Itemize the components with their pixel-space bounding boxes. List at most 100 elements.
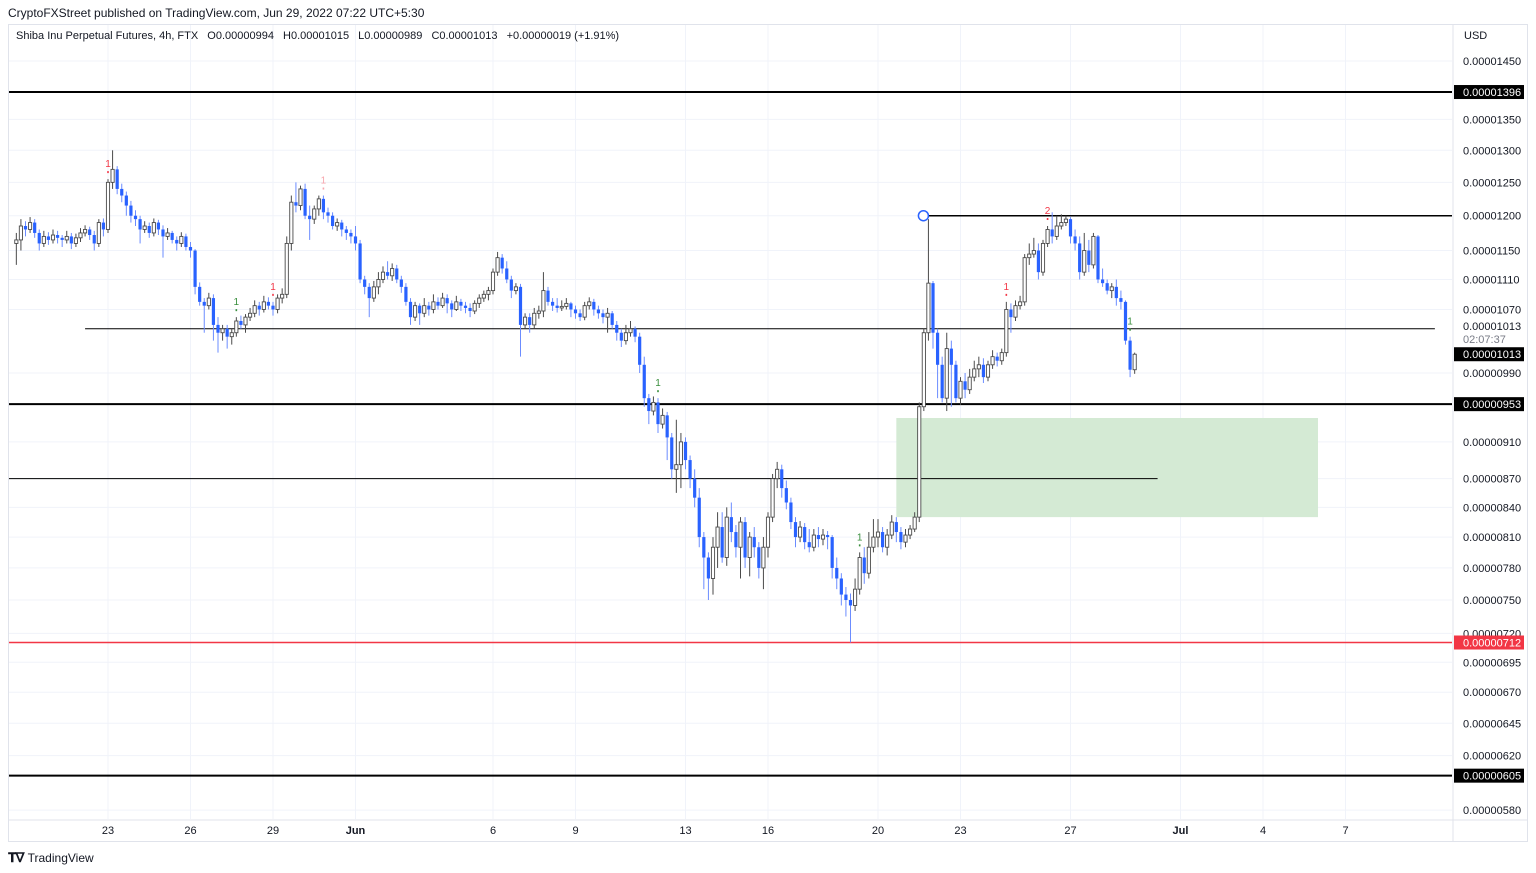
candle-up xyxy=(18,219,23,251)
price-axis-tick: 0.00000910 xyxy=(1463,437,1521,449)
candle-up xyxy=(775,461,780,489)
candle-body xyxy=(468,307,472,312)
candle-body xyxy=(541,290,546,312)
candle-up xyxy=(454,295,459,312)
td-count-marker: 1 xyxy=(105,159,111,170)
candle-body xyxy=(151,222,156,234)
candle-up xyxy=(985,360,991,382)
candle-body xyxy=(706,557,711,579)
price-axis-tick: 0.00001070 xyxy=(1463,304,1521,316)
candle-body xyxy=(69,236,73,244)
candle-down xyxy=(647,393,651,425)
td-count-marker: 1 xyxy=(655,378,661,389)
td-count-marker: 1 xyxy=(857,532,863,543)
price-axis-tick: 0.00000645 xyxy=(1463,718,1521,730)
candle-body xyxy=(312,208,317,220)
candle-body xyxy=(848,599,853,606)
candle-down xyxy=(60,235,64,247)
candle-down xyxy=(1036,243,1041,280)
candle-up xyxy=(820,529,826,546)
candle-body xyxy=(578,313,582,318)
price-axis-tick: 0.00000695 xyxy=(1463,657,1521,669)
candle-down xyxy=(1123,300,1128,345)
candle-body xyxy=(1054,225,1059,237)
time-axis-tick: 23 xyxy=(102,825,114,837)
candle-body xyxy=(555,305,559,308)
candle-body xyxy=(211,298,216,325)
candle-down xyxy=(555,298,559,313)
candle-body xyxy=(1027,253,1032,259)
td-count-marker: 1 xyxy=(234,297,240,308)
candle-body xyxy=(921,332,926,408)
demand-zone-box xyxy=(896,417,1318,518)
td-count-marker: 1 xyxy=(1004,282,1010,293)
candle-down xyxy=(450,300,454,318)
candle-up xyxy=(96,219,101,247)
candle-body xyxy=(380,271,386,280)
candle-body xyxy=(853,588,858,606)
candle-body xyxy=(371,286,376,299)
candle-up xyxy=(431,294,436,314)
candle-down xyxy=(789,497,793,530)
candle-down xyxy=(633,326,637,343)
price-axis-tick: 0.00001110 xyxy=(1463,274,1519,286)
candle-down xyxy=(358,239,362,284)
price-level-label: 0.00000953 xyxy=(1463,399,1521,411)
candle-up xyxy=(623,324,628,345)
candle-down xyxy=(138,215,142,244)
tradingview-logo[interactable]: 𝐓∇ TradingView xyxy=(8,850,94,866)
price-axis-tick: 0.00000870 xyxy=(1463,474,1521,486)
candle-down xyxy=(115,166,119,195)
candle-up xyxy=(14,232,19,265)
candle-down xyxy=(427,301,431,316)
candle-body xyxy=(949,348,953,365)
candle-up xyxy=(220,324,225,341)
candle-down xyxy=(33,219,37,238)
candle-down xyxy=(124,191,128,216)
candle-down xyxy=(202,298,206,333)
candle-body xyxy=(64,235,69,241)
candle-down xyxy=(216,317,220,353)
candle-up xyxy=(28,217,33,233)
candle-down xyxy=(940,356,944,403)
candle-body xyxy=(935,332,940,365)
candle-up xyxy=(1018,295,1023,310)
candle-up xyxy=(165,228,170,240)
candle-body xyxy=(206,297,211,307)
candle-up xyxy=(715,512,720,568)
candle-body xyxy=(78,232,83,239)
price-axis-tick: 0.00000750 xyxy=(1463,595,1521,607)
candle-up xyxy=(564,298,569,310)
candle-down xyxy=(326,207,330,223)
candle-down xyxy=(156,219,161,236)
candle-down xyxy=(408,298,413,325)
candle-body xyxy=(747,536,752,558)
candle-body xyxy=(780,469,784,489)
price-level-label: 0.00000712 xyxy=(1463,638,1521,650)
candle-down xyxy=(161,225,165,258)
candle-body xyxy=(96,222,101,244)
candle-body xyxy=(619,332,623,341)
symbol-title[interactable]: Shiba Inu Perpetual Futures, 4h, FTX xyxy=(16,30,199,42)
time-axis-tick: 16 xyxy=(762,825,774,837)
candle-body xyxy=(651,401,656,412)
candle-down xyxy=(55,230,60,244)
candle-up xyxy=(853,578,858,611)
candle-down xyxy=(101,218,106,237)
candle-down xyxy=(816,527,821,548)
candle-down xyxy=(321,195,326,220)
candle-up xyxy=(875,519,881,548)
candle-up xyxy=(674,419,679,493)
candle-body xyxy=(1082,250,1087,273)
candle-down xyxy=(880,527,885,553)
candle-down xyxy=(459,298,463,312)
candle-up xyxy=(490,268,496,295)
candle-body xyxy=(1045,229,1050,244)
candle-up xyxy=(477,294,482,308)
candle-down xyxy=(344,226,348,240)
legend-change: +0.00000019 (+1.91%) xyxy=(506,30,620,42)
candle-body xyxy=(793,522,798,538)
price-level-label: 0.00000605 xyxy=(1463,771,1521,783)
candle-down xyxy=(170,230,174,244)
